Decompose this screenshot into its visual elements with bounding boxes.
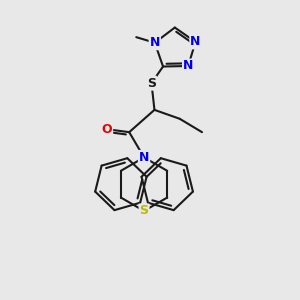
Text: S: S: [147, 76, 156, 90]
Text: N: N: [139, 151, 149, 164]
Text: S: S: [140, 204, 148, 218]
Text: N: N: [183, 59, 194, 73]
Text: N: N: [190, 35, 201, 48]
Text: O: O: [102, 123, 112, 136]
Text: N: N: [150, 36, 160, 49]
